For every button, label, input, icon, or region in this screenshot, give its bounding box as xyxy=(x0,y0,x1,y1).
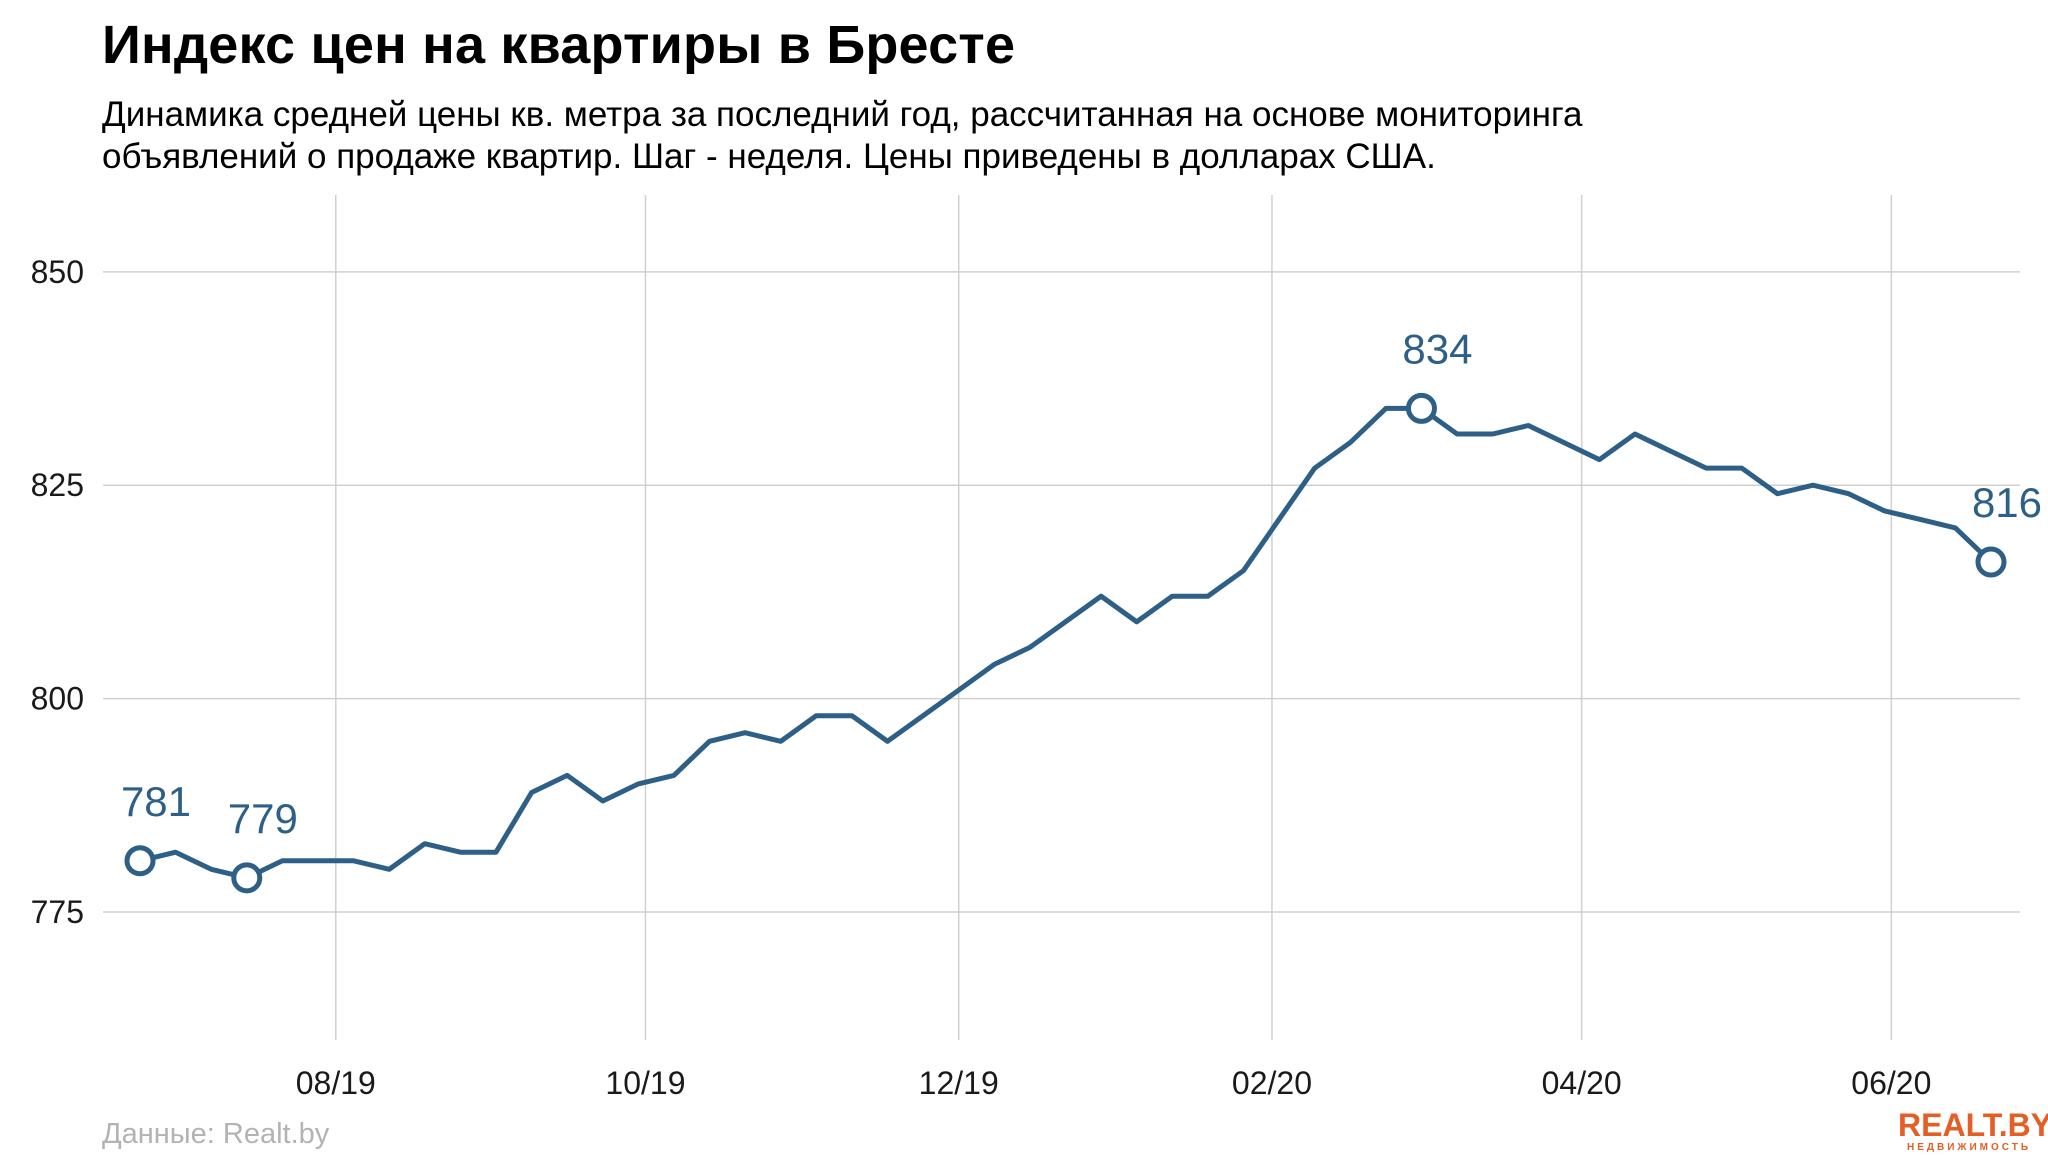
y-tick-label-825: 825 xyxy=(31,467,84,503)
data-label-781: 781 xyxy=(121,778,191,825)
x-tick-label-02-20: 02/20 xyxy=(1232,1065,1312,1101)
highlight-markers: 781 779 834 816 xyxy=(121,325,2042,894)
x-tick-label-04-20: 04/20 xyxy=(1542,1065,1622,1101)
x-tick-label-06-20: 06/20 xyxy=(1851,1065,1931,1101)
point-marker-834 xyxy=(1405,392,1437,424)
x-tick-label-10-19: 10/19 xyxy=(605,1065,685,1101)
y-tick-label-850: 850 xyxy=(31,254,84,290)
point-marker-781 xyxy=(124,845,156,877)
data-source-note: Данные: Realt.by xyxy=(102,1118,330,1150)
data-label-779: 779 xyxy=(228,795,298,842)
data-label-834: 834 xyxy=(1402,325,1472,372)
chart-subtitle: Динамика средней цены кв. метра за после… xyxy=(102,94,1802,178)
subtitle-line-1: Динамика средней цены кв. метра за после… xyxy=(102,95,1583,134)
data-label-816: 816 xyxy=(1972,479,2042,526)
x-tick-label-08-19: 08/19 xyxy=(296,1065,376,1101)
subtitle-line-2: объявлений о продаже квартир. Шаг - неде… xyxy=(102,137,1436,176)
logo-tagline: НЕДВИЖИМОСТЬ xyxy=(1906,1142,2032,1153)
axis-labels: 775 800 825 850 08/19 10/19 12/19 02/20 04/20 06/… xyxy=(31,254,1932,1101)
x-tick-label-12-19: 12/19 xyxy=(919,1065,999,1101)
y-tick-label-775: 775 xyxy=(31,894,84,930)
y-tick-label-800: 800 xyxy=(31,681,84,717)
point-marker-779 xyxy=(231,862,263,894)
price-line-series xyxy=(137,405,1994,881)
chart-title: Индекс цен на квартиры в Бресте xyxy=(102,15,1016,75)
price-line xyxy=(137,405,1994,881)
realt-logo[interactable]: REALT.BY НЕДВИЖИМОСТЬ xyxy=(1898,1107,2048,1154)
logo-wordmark: REALT.BY xyxy=(1898,1107,2048,1143)
point-marker-816 xyxy=(1975,546,2007,578)
grid-lines xyxy=(103,195,2020,1040)
